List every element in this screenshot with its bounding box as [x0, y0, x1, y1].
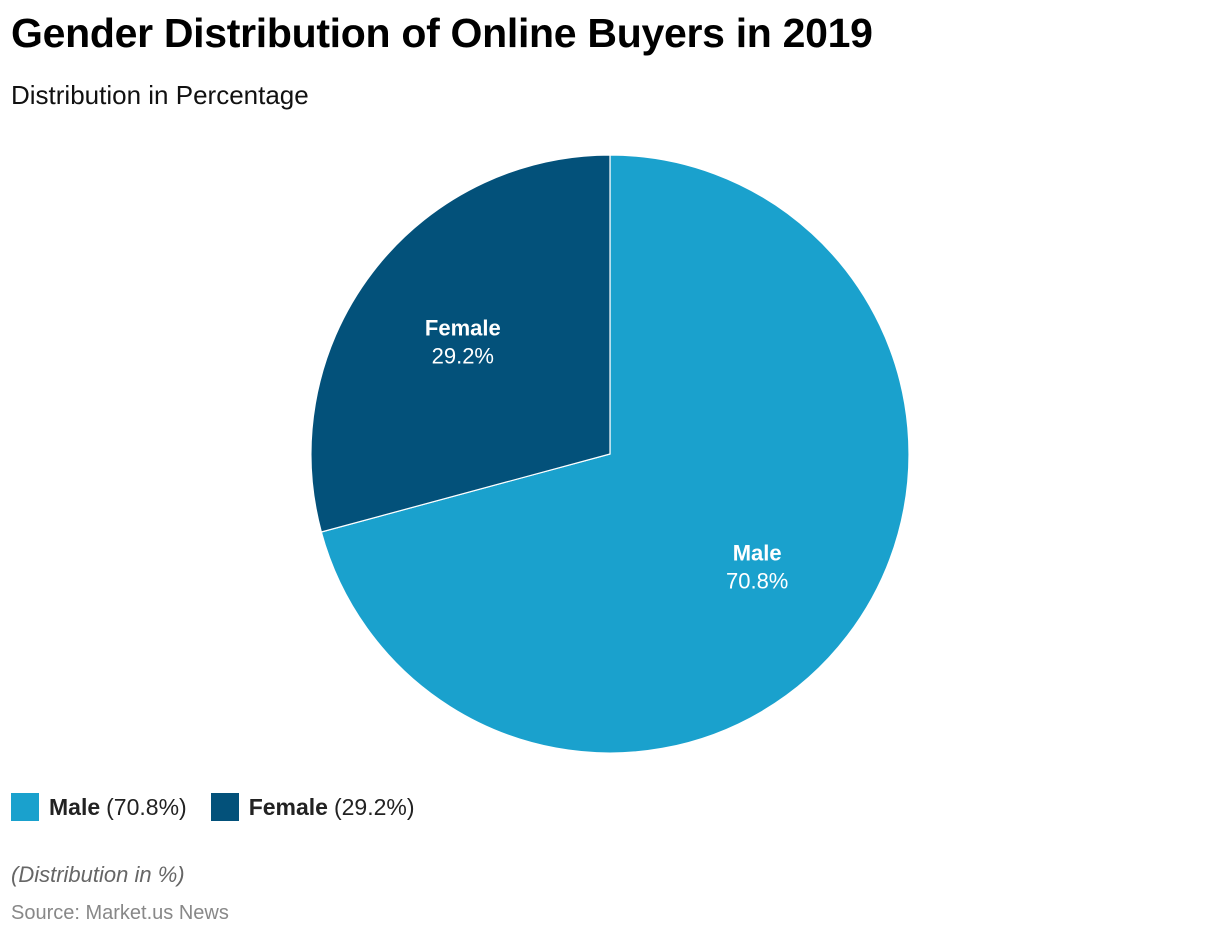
legend-item-female[interactable]: Female (29.2%) — [210, 793, 415, 821]
slice-value-female: 29.2% — [432, 343, 494, 368]
legend-label-male: Male — [49, 793, 101, 820]
chart-title: Gender Distribution of Online Buyers in … — [11, 10, 873, 56]
chart-subtitle: Distribution in Percentage — [11, 80, 309, 110]
legend: Male (70.8%) Female (29.2%) — [11, 793, 439, 821]
legend-value-female: (29.2%) — [333, 793, 415, 820]
legend-value-male: (70.8%) — [106, 793, 187, 820]
pie-labels: Male 70.8% Female 29.2% — [425, 315, 788, 593]
legend-swatch-male — [11, 793, 39, 821]
slice-label-male: Male — [733, 541, 782, 566]
pie-slice-male[interactable] — [320, 154, 910, 754]
chart-source: Source: Market.us News — [11, 902, 229, 924]
pie-slices — [310, 154, 910, 754]
legend-label-female: Female — [248, 793, 328, 820]
chart-note: (Distribution in %) — [11, 862, 185, 887]
pie-slice-female[interactable] — [310, 154, 611, 533]
slice-value-male: 70.8% — [726, 569, 788, 594]
slice-label-female: Female — [425, 315, 501, 340]
legend-swatch-female — [210, 793, 239, 821]
legend-item-male[interactable]: Male (70.8%) — [11, 793, 187, 821]
